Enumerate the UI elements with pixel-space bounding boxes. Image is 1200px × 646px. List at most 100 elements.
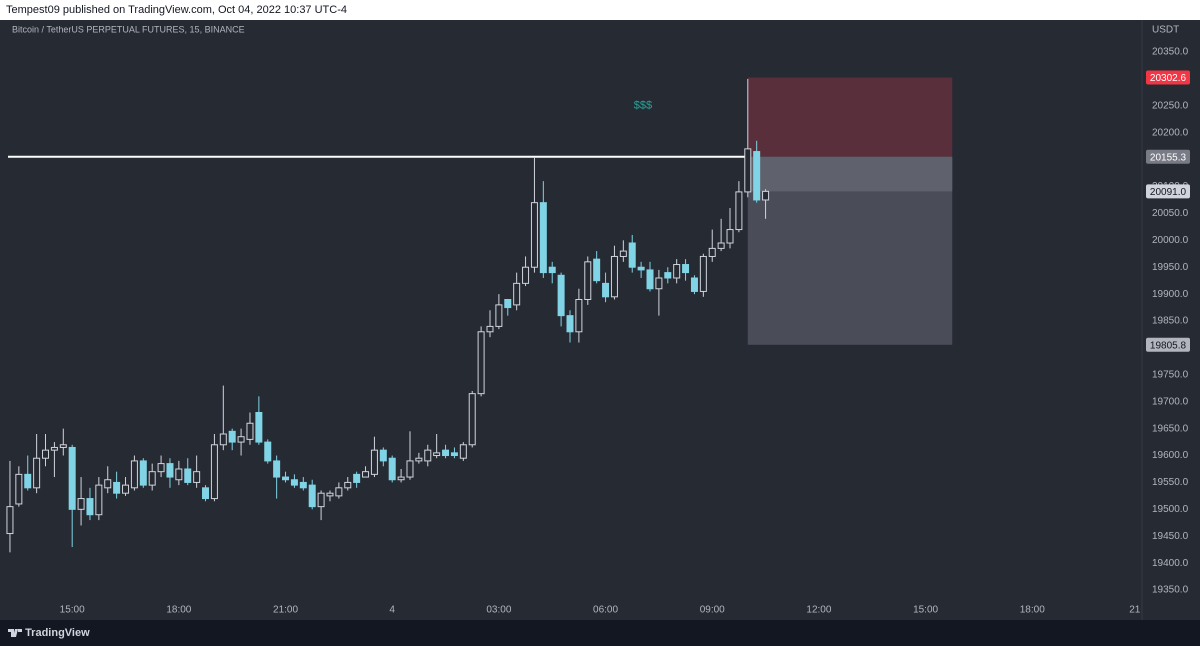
candle-body [459, 444, 467, 459]
candle-body [522, 266, 530, 284]
candle-body [593, 258, 601, 282]
candle-body [122, 484, 130, 494]
x-tick-label: 15:00 [60, 605, 85, 616]
candle-body [353, 473, 361, 483]
candle-body [539, 202, 547, 274]
candle-body [699, 255, 707, 292]
annotation: $$$ [634, 100, 652, 112]
candle-body [184, 468, 192, 483]
candle-body [762, 190, 770, 201]
candle-body [219, 433, 227, 446]
candle-body [362, 471, 370, 478]
candle-body [530, 202, 538, 268]
candle-body [584, 261, 592, 301]
candle-body [442, 449, 450, 457]
price-label: 20091.0 [1150, 187, 1187, 198]
x-tick-label: 21:0 [1129, 605, 1149, 616]
candle-body [237, 436, 245, 443]
candle-body [104, 479, 112, 489]
candle-body [619, 250, 627, 257]
candle-body [273, 460, 281, 478]
y-tick-label: 19450.0 [1152, 531, 1189, 542]
candle-body [68, 446, 76, 510]
brand: TradingView [8, 620, 90, 646]
candle-body [566, 315, 574, 333]
price-label-box [1146, 184, 1190, 199]
x-tick-label: 4 [389, 605, 395, 616]
price-label: 20155.3 [1150, 152, 1187, 163]
y-tick-label: 19950.0 [1152, 262, 1189, 273]
chart-background [0, 20, 1200, 620]
candle-body [433, 452, 441, 457]
candle-body [228, 430, 236, 443]
y-tick-label: 20000.0 [1152, 235, 1189, 246]
candle-body [682, 264, 690, 274]
candle-body [637, 266, 645, 271]
candle-body [157, 463, 165, 473]
candle-body [450, 452, 458, 457]
candle-body [655, 277, 663, 290]
y-tick-label: 19600.0 [1152, 450, 1189, 461]
brand-name: TradingView [25, 627, 90, 639]
y-tick-label: 19650.0 [1152, 423, 1189, 434]
price-label: 20302.6 [1150, 73, 1187, 84]
candle-body [610, 255, 618, 298]
candle-body [6, 506, 14, 535]
candle-body [486, 325, 494, 333]
candle-body [299, 481, 307, 489]
candle-body [744, 148, 752, 193]
candle-body [557, 274, 565, 317]
x-tick-label: 15:00 [913, 605, 938, 616]
candle-body [424, 449, 432, 462]
header-text: Tempest09 published on TradingView.com, … [6, 4, 347, 16]
candle-body [86, 498, 94, 516]
y-tick-label: 19700.0 [1152, 396, 1189, 407]
footer: TradingView [0, 620, 1200, 646]
candle-body [59, 444, 67, 448]
candle-body [735, 191, 743, 231]
y-tick-label: 20350.0 [1152, 47, 1189, 58]
x-tick-label: 03:00 [486, 605, 511, 616]
candle-body [148, 471, 156, 486]
candle-body [264, 441, 272, 462]
candle-body [602, 282, 610, 298]
y-tick-label: 19400.0 [1152, 558, 1189, 569]
candle-body [33, 457, 41, 489]
y-tick-label: 19350.0 [1152, 585, 1189, 596]
candle-body [370, 449, 378, 475]
candle-body [664, 272, 672, 279]
price-label-box [1146, 337, 1190, 352]
price-label-box [1146, 70, 1190, 85]
candle-body [575, 299, 583, 333]
candle-body [290, 479, 298, 486]
candle-body [495, 304, 503, 327]
candle-body [717, 242, 725, 249]
candle-body [77, 498, 85, 510]
candle-body [326, 492, 334, 497]
y-tick-label: 19550.0 [1152, 477, 1189, 488]
candle-body [406, 460, 414, 478]
y-tick-label: 19500.0 [1152, 504, 1189, 515]
candle-body [95, 484, 103, 516]
candle-body [255, 411, 263, 443]
candle-body [193, 471, 201, 483]
x-tick-label: 18:00 [166, 605, 191, 616]
candle-body [15, 473, 23, 505]
candle-body [42, 449, 50, 459]
candle-body [379, 449, 387, 462]
chart-title: Bitcoin / TetherUS PERPETUAL FUTURES, 15… [12, 24, 245, 34]
x-tick-label: 09:00 [700, 605, 725, 616]
candle-body [282, 476, 290, 481]
candle-body [344, 481, 352, 489]
candle-body [113, 481, 121, 494]
header: Tempest09 published on TradingView.com, … [0, 0, 1200, 20]
candle-body [708, 247, 716, 257]
candle-body [504, 299, 512, 309]
brand-logo [8, 629, 22, 638]
candle-body [690, 277, 698, 292]
price-label: 19805.8 [1150, 340, 1187, 351]
chart: Bitcoin / TetherUS PERPETUAL FUTURES, 15… [0, 20, 1200, 620]
y-tick-label: 20050.0 [1152, 208, 1189, 219]
x-tick-label: 21:00 [273, 605, 298, 616]
candle-body [468, 393, 476, 446]
